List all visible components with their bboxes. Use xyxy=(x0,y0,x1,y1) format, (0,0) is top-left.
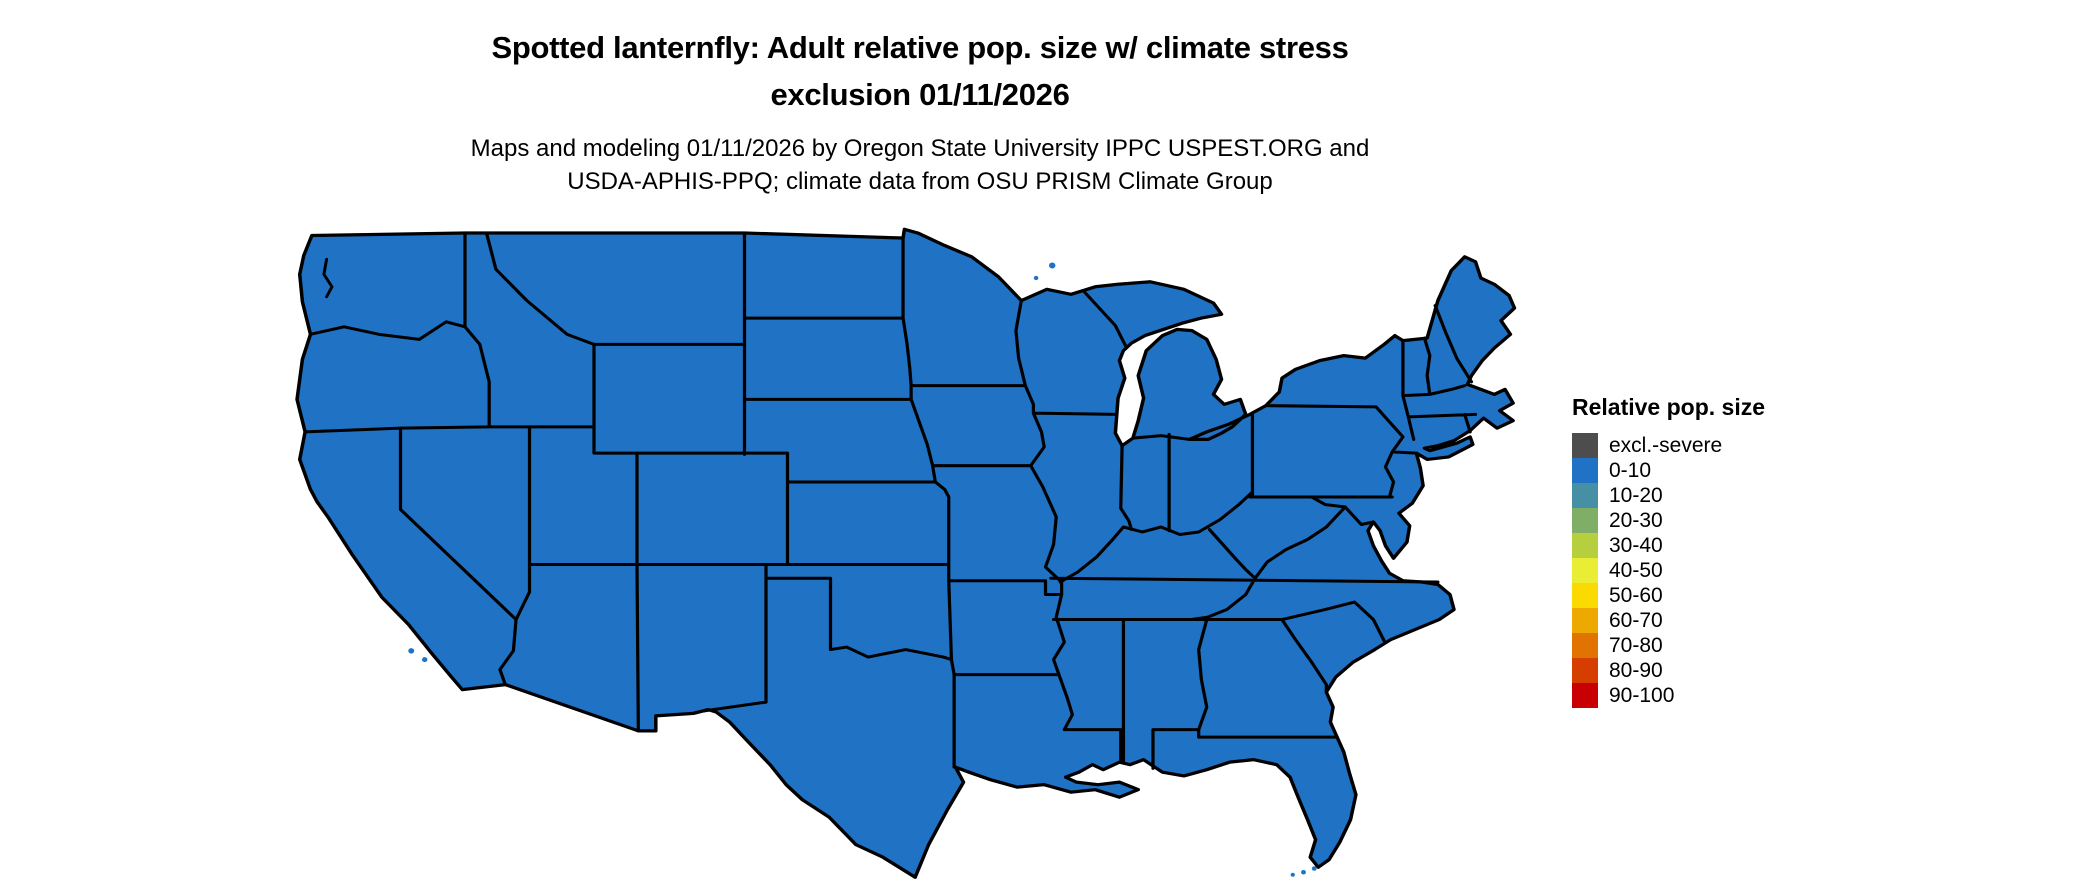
legend-label: 20-30 xyxy=(1609,509,1663,532)
legend-label: 10-20 xyxy=(1609,484,1663,507)
legend-row: 30-40 xyxy=(1572,533,1872,558)
chart-title-line1: Spotted lanternfly: Adult relative pop. … xyxy=(491,30,1349,65)
apostle-island xyxy=(1033,275,1039,281)
legend-row: excl.-severe xyxy=(1572,433,1872,458)
legend-row: 70-80 xyxy=(1572,633,1872,658)
islands xyxy=(408,262,1317,877)
legend-label: 30-40 xyxy=(1609,534,1663,557)
chart-subtitle: Maps and modeling 01/11/2026 by Oregon S… xyxy=(0,132,1840,198)
puget-sound-line xyxy=(322,257,334,299)
us-landmass xyxy=(295,227,1517,879)
legend-row: 20-30 xyxy=(1572,508,1872,533)
us-map xyxy=(295,227,1517,879)
legend-swatch xyxy=(1572,433,1598,458)
isle-royale-island xyxy=(1048,262,1056,269)
legend-row: 60-70 xyxy=(1572,608,1872,633)
florida-key-1 xyxy=(1311,866,1317,871)
state-border-lines xyxy=(303,231,1478,770)
legend-label: 40-50 xyxy=(1609,559,1663,582)
legend-title: Relative pop. size xyxy=(1572,394,1766,420)
legend-rows: excl.-severe 0-10 10-20 20-30 30-40 40-5… xyxy=(1572,433,1872,708)
legend-label: excl.-severe xyxy=(1609,434,1723,457)
chart-title: Spotted lanternfly: Adult relative pop. … xyxy=(0,24,1840,118)
legend-label: 50-60 xyxy=(1609,584,1663,607)
chart-subtitle-line1: Maps and modeling 01/11/2026 by Oregon S… xyxy=(470,135,1370,162)
chart-subtitle-line2: USDA-APHIS-PPQ; climate data from OSU PR… xyxy=(567,168,1273,195)
legend-row: 40-50 xyxy=(1572,558,1872,583)
florida-key-3 xyxy=(1290,872,1295,877)
channel-island-2 xyxy=(422,657,428,663)
legend-label: 0-10 xyxy=(1609,459,1652,482)
florida-key-2 xyxy=(1301,869,1306,875)
legend-label: 80-90 xyxy=(1609,659,1663,682)
legend-swatch xyxy=(1572,458,1598,483)
legend-swatch xyxy=(1572,483,1598,508)
chart-title-line2: exclusion 01/11/2026 xyxy=(770,77,1070,112)
legend-swatch xyxy=(1572,508,1598,533)
legend-swatch xyxy=(1572,633,1598,658)
legend-row: 80-90 xyxy=(1572,658,1872,683)
legend-row: 50-60 xyxy=(1572,583,1872,608)
legend-label: 70-80 xyxy=(1609,634,1663,657)
legend: Relative pop. size excl.-severe 0-10 10-… xyxy=(1572,394,1872,708)
legend-label: 60-70 xyxy=(1609,609,1663,632)
legend-swatch xyxy=(1572,683,1598,708)
legend-row: 0-10 xyxy=(1572,458,1872,483)
legend-row: 10-20 xyxy=(1572,483,1872,508)
legend-swatch xyxy=(1572,583,1598,608)
channel-island-1 xyxy=(408,648,415,654)
legend-swatch xyxy=(1572,558,1598,583)
legend-swatch xyxy=(1572,658,1598,683)
legend-label: 90-100 xyxy=(1609,684,1675,707)
legend-row: 90-100 xyxy=(1572,683,1872,708)
legend-swatch xyxy=(1572,608,1598,633)
legend-swatch xyxy=(1572,533,1598,558)
